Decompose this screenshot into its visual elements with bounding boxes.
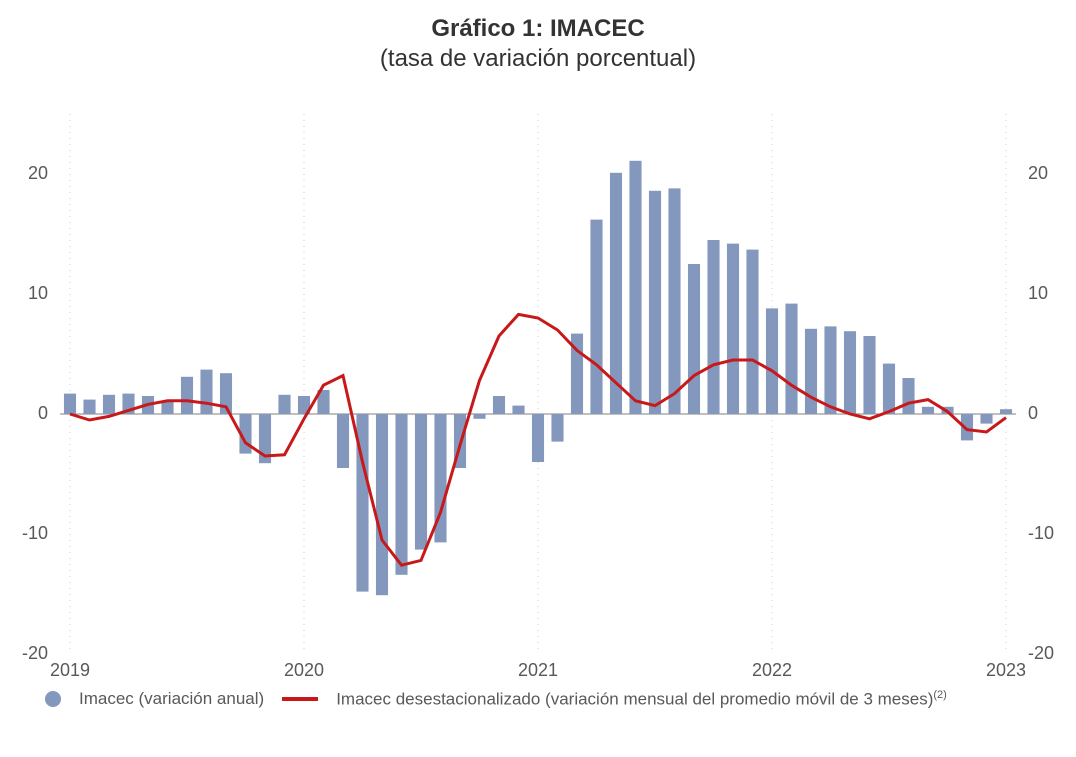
bar [629,161,641,414]
bar [805,329,817,414]
bar [707,240,719,414]
bar [824,326,836,414]
bar [922,407,934,414]
legend-label-line: Imacec desestacionalizado (variación men… [336,689,947,710]
bar [376,414,388,595]
y-tick-right: -20 [1028,643,1054,664]
x-tick-year: 2021 [518,660,558,681]
bar [83,400,95,414]
legend-label-bars: Imacec (variación anual) [79,689,264,709]
bar [649,191,661,414]
bar [590,220,602,414]
bar [766,308,778,414]
y-tick-right: 10 [1028,283,1048,304]
bar [551,414,563,442]
y-tick-left: 20 [28,163,48,184]
chart-subtitle: (tasa de variación porcentual) [380,45,696,72]
bar [1000,409,1012,414]
bar [278,395,290,414]
y-tick-left: -10 [22,523,48,544]
bar [200,370,212,414]
bar [532,414,544,462]
bar [844,331,856,414]
bar [668,188,680,414]
legend-marker-line-icon [282,697,318,701]
x-tick-year: 2020 [284,660,324,681]
bar [103,395,115,414]
bar [493,396,505,414]
bar [64,394,76,414]
bar [688,264,700,414]
bar [473,414,485,419]
x-tick-year: 2022 [752,660,792,681]
x-tick-year: 2023 [986,660,1026,681]
y-tick-right: -10 [1028,523,1054,544]
y-tick-right: 20 [1028,163,1048,184]
bar [902,378,914,414]
bar [181,377,193,414]
y-tick-left: 0 [38,403,48,424]
chart-plot [60,114,1016,654]
bar [883,364,895,414]
bar [746,250,758,414]
chart-title: Gráfico 1: IMACEC (tasa de variación por… [0,14,1076,74]
chart-title-bold: Gráfico 1: IMACEC [431,15,644,42]
bar [785,304,797,414]
bar [395,414,407,575]
x-tick-year: 2019 [50,660,90,681]
bar [337,414,349,468]
bar [727,244,739,414]
y-tick-right: 0 [1028,403,1038,424]
bar [863,336,875,414]
chart-legend: Imacec (variación anual) Imacec desestac… [45,689,1045,710]
bar [161,402,173,414]
bar [512,406,524,414]
y-tick-left: -20 [22,643,48,664]
bar [980,414,992,424]
bar [415,414,427,550]
legend-marker-bars-icon [45,691,61,707]
y-tick-left: 10 [28,283,48,304]
